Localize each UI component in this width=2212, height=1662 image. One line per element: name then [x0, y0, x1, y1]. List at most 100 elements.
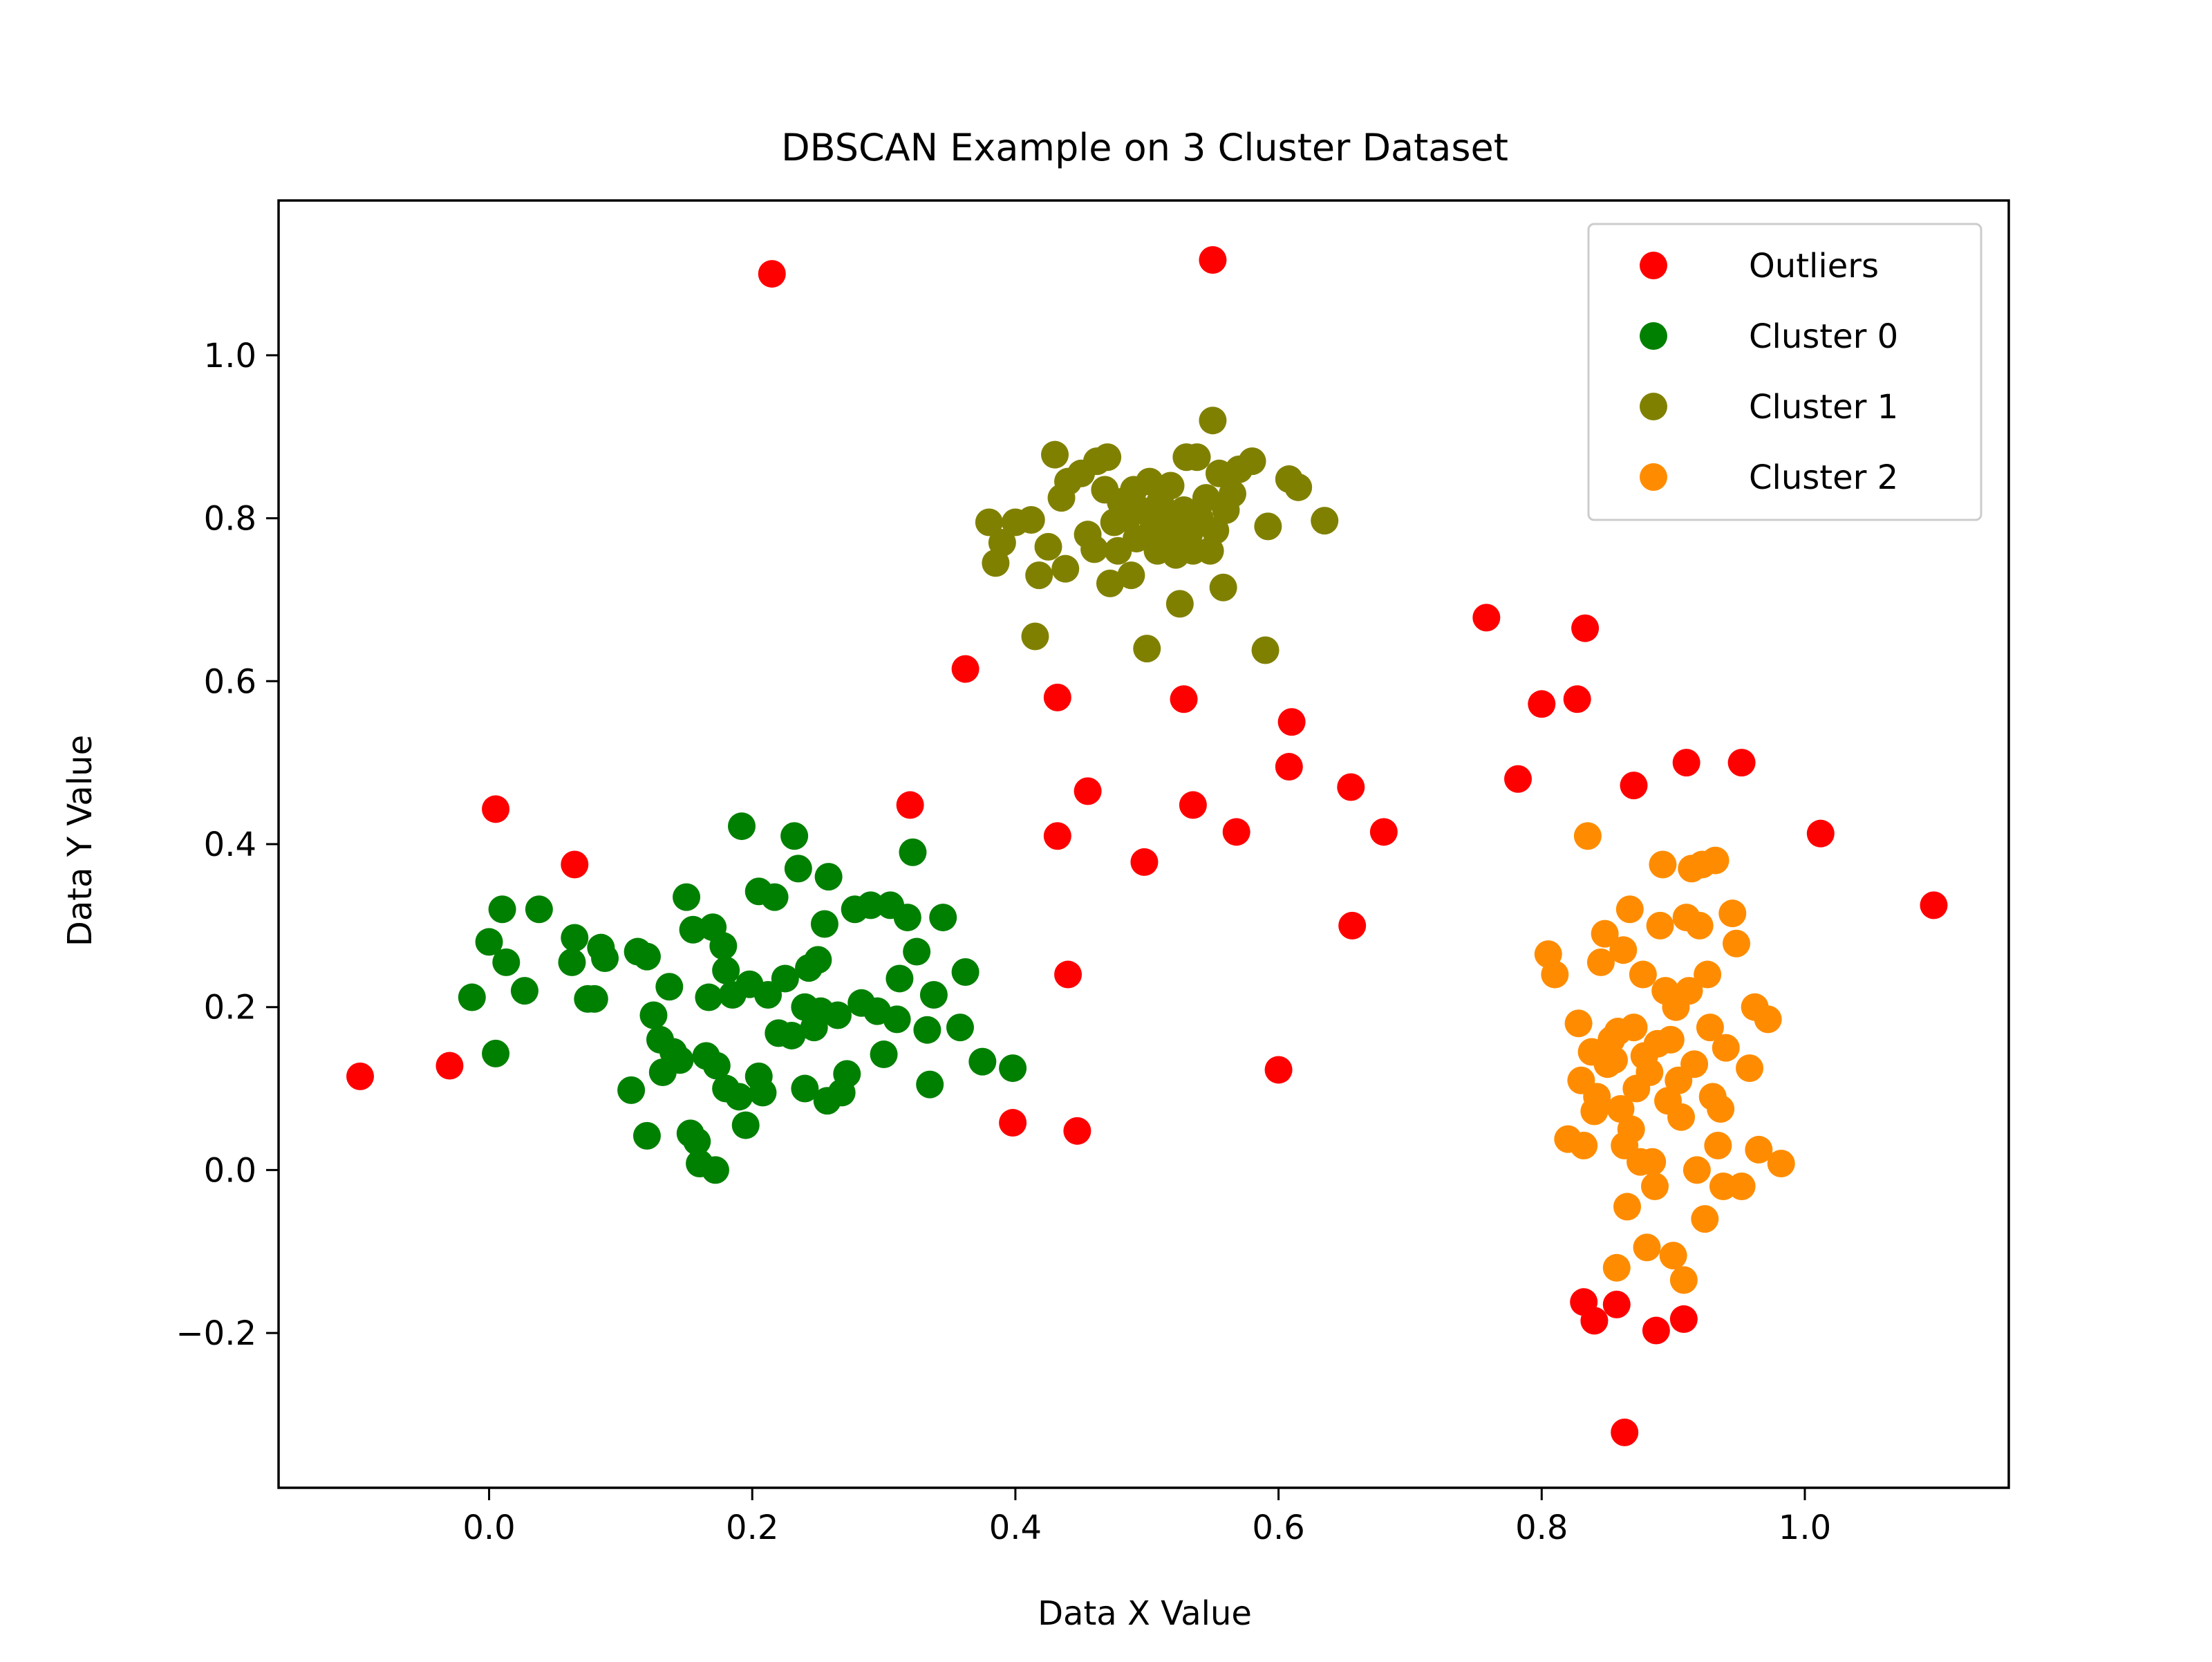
data-point: [885, 964, 914, 993]
x-axis-label: Data X Value: [1038, 1594, 1252, 1633]
data-point: [1199, 407, 1227, 435]
data-point: [492, 948, 521, 976]
data-point: [488, 895, 516, 924]
data-point: [823, 1001, 852, 1029]
data-point: [804, 946, 832, 974]
data-point: [1277, 708, 1306, 736]
data-point: [1034, 532, 1062, 561]
data-point: [346, 1062, 375, 1090]
data-point: [1275, 753, 1303, 781]
legend-marker: [1640, 252, 1667, 279]
legend-label: Cluster 0: [1749, 317, 1898, 356]
data-point: [1179, 791, 1207, 819]
x-tick-label: 0.8: [1515, 1509, 1568, 1547]
data-point: [1638, 1148, 1667, 1176]
data-point: [1170, 685, 1198, 713]
data-point: [1672, 749, 1700, 777]
y-axis-label: Data Y Value: [61, 735, 100, 946]
data-point: [916, 1070, 944, 1099]
data-point: [1646, 911, 1674, 940]
y-tick-label: 0.6: [204, 662, 256, 701]
y-tick-label: 0.8: [204, 500, 256, 539]
data-point: [1199, 246, 1227, 274]
legend-label: Cluster 2: [1749, 458, 1898, 497]
data-point: [458, 983, 486, 1011]
data-point: [1043, 683, 1071, 711]
data-point: [791, 1074, 819, 1103]
data-point: [1136, 467, 1164, 496]
data-point: [1284, 473, 1313, 501]
data-point: [1337, 773, 1365, 801]
series-2: [975, 407, 1339, 664]
points-layer: [346, 246, 1948, 1446]
data-point: [1130, 848, 1159, 876]
plot-area-frame: [277, 199, 2010, 1489]
data-point: [1727, 1172, 1756, 1200]
data-point: [695, 983, 723, 1011]
data-point: [558, 948, 586, 976]
data-point: [1602, 1253, 1631, 1282]
data-point: [510, 977, 538, 1005]
data-point: [1369, 818, 1398, 846]
data-point: [1573, 822, 1602, 850]
data-point: [1338, 911, 1367, 940]
y-tick-label: 0.4: [204, 825, 256, 864]
data-point: [1504, 765, 1533, 793]
series-0: [346, 246, 1948, 1446]
data-point: [1615, 895, 1644, 924]
legend-items: Outliers Cluster 0 Cluster 1 Cluster 2: [1640, 247, 1898, 497]
data-point: [1683, 1156, 1711, 1184]
data-point: [1063, 1117, 1091, 1145]
data-point: [1051, 554, 1080, 583]
series-1: [458, 812, 1027, 1184]
data-point: [1165, 590, 1194, 618]
data-point: [1472, 604, 1501, 632]
data-point: [482, 795, 510, 823]
data-point: [913, 1016, 941, 1044]
data-point: [1736, 1054, 1764, 1083]
data-point: [951, 655, 980, 683]
data-point: [1528, 690, 1556, 718]
data-point: [1680, 1050, 1709, 1079]
data-point: [1600, 1046, 1628, 1074]
series-3: [1534, 822, 1795, 1294]
data-point: [1251, 636, 1280, 664]
legend-label: Cluster 1: [1749, 388, 1898, 427]
data-point: [1264, 1056, 1293, 1084]
data-point: [1685, 911, 1714, 940]
data-point: [1691, 1205, 1719, 1233]
data-point: [975, 508, 1003, 536]
data-point: [1043, 822, 1071, 850]
data-point: [1669, 1305, 1698, 1334]
y-tick-label: 0.2: [204, 989, 256, 1027]
data-point: [749, 1079, 777, 1107]
data-point: [701, 1156, 729, 1184]
y-tick-label: 1.0: [204, 337, 256, 375]
data-point: [1571, 614, 1600, 642]
data-point: [951, 958, 980, 987]
data-point: [702, 1052, 731, 1080]
data-point: [1025, 561, 1053, 590]
x-tick-label: 0.4: [989, 1509, 1042, 1547]
data-point: [754, 981, 782, 1009]
data-point: [617, 1076, 646, 1104]
data-point: [1041, 440, 1069, 469]
data-point: [1633, 1233, 1661, 1262]
x-tick-label: 0.0: [462, 1509, 515, 1547]
data-point: [999, 1054, 1027, 1083]
data-point: [1564, 1009, 1593, 1038]
legend-box: [1587, 223, 1983, 521]
data-point: [893, 904, 921, 932]
data-point: [1133, 635, 1161, 663]
data-point: [1642, 1316, 1670, 1345]
data-point: [856, 891, 885, 919]
data-point: [784, 855, 812, 883]
data-point: [1620, 772, 1648, 800]
legend-label: Outliers: [1749, 247, 1879, 286]
data-point: [1722, 929, 1750, 958]
data-point: [1192, 484, 1220, 512]
data-point: [1745, 1135, 1773, 1164]
data-point: [1767, 1149, 1795, 1177]
data-point: [1640, 1172, 1669, 1200]
